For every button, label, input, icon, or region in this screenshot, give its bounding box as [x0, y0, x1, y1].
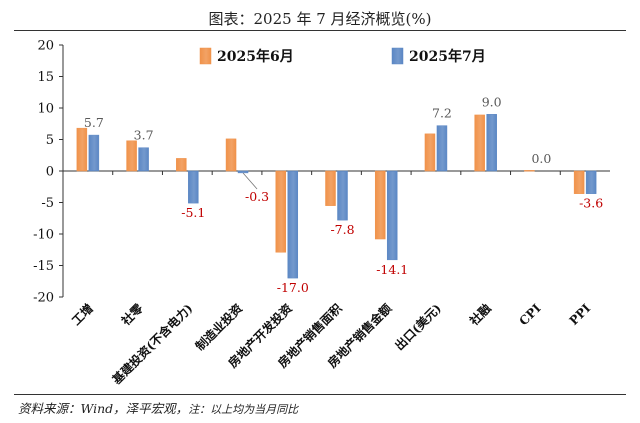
bar-jun — [424, 133, 436, 172]
value-label: 7.2 — [432, 106, 452, 121]
y-tick-label: -20 — [33, 291, 54, 306]
y-tick-label: -5 — [41, 196, 54, 211]
chart-title: 图表：2025 年 7 月经济概览(%) — [208, 10, 432, 28]
bar-jun — [176, 158, 187, 172]
value-label: -3.6 — [579, 196, 603, 211]
x-category-label: 社零 — [117, 300, 146, 329]
bar-jun — [126, 140, 137, 172]
value-label: -14.1 — [376, 262, 408, 277]
bar-jun — [225, 138, 237, 172]
source-note: 资料来源：Wind，泽平宏观，注：以上均为当月同比 — [18, 398, 298, 417]
value-label: -5.1 — [181, 205, 205, 220]
value-label: 9.0 — [482, 94, 502, 109]
y-tick-label: 5 — [46, 133, 54, 148]
bar-jul — [386, 170, 398, 261]
value-label: -7.8 — [330, 222, 354, 237]
chart-bars — [76, 114, 597, 279]
legend-swatch — [199, 47, 212, 65]
legend-label: 2025年6月 — [217, 48, 294, 65]
title-divider — [14, 30, 626, 31]
bar-jun — [573, 170, 585, 194]
bar-jul — [436, 125, 448, 172]
x-category-label: 出口(美元) — [391, 301, 444, 354]
y-tick-label: 20 — [37, 39, 54, 54]
bar-jul — [337, 170, 348, 221]
bar-jun — [474, 114, 485, 172]
bar-jul — [287, 170, 299, 279]
value-label: 5.7 — [84, 115, 104, 130]
value-label: -0.3 — [245, 189, 269, 204]
bar-jun — [374, 170, 386, 240]
value-label: 0.0 — [531, 151, 551, 166]
x-category-label: 社融 — [466, 301, 494, 329]
bar-jul — [237, 170, 249, 174]
bar-jul — [585, 170, 597, 194]
x-category-label: 工增 — [68, 301, 96, 329]
leader-line — [242, 172, 258, 190]
bar-jul — [188, 170, 199, 204]
chart-legend: 2025年6月 2025年7月 — [199, 47, 486, 65]
footnote-text: 注：以上均为当月同比 — [188, 403, 299, 416]
bar-jun — [524, 170, 535, 172]
y-tick-label: 10 — [37, 102, 54, 117]
y-tick-label: -15 — [33, 259, 54, 274]
bar-jul — [486, 114, 497, 172]
x-category-label: PPI — [567, 301, 594, 328]
bar-jun — [275, 170, 287, 253]
legend-swatch — [391, 47, 404, 65]
value-label: -17.0 — [277, 280, 309, 295]
source-text: 资料来源：Wind，泽平宏观， — [18, 401, 189, 416]
bar-jun — [325, 170, 336, 206]
y-tick-label: 15 — [37, 70, 54, 85]
value-label: 3.7 — [134, 128, 154, 143]
bar-jun — [76, 127, 88, 172]
bar-jul — [88, 134, 100, 172]
bar-jul — [138, 147, 149, 172]
legend-label: 2025年7月 — [409, 48, 486, 65]
x-category-label: 基建投资(不含电力) — [108, 301, 195, 388]
chart-value-labels: 5.7 3.7 -5.1 -0.3 -17.0 -7.8 -14.1 7.2 9.0 0.0 -3.… — [84, 94, 603, 295]
x-category-label: CPI — [517, 301, 544, 328]
y-tick-label: 0 — [46, 165, 54, 180]
x-category-label: 制造业投资 — [192, 301, 245, 354]
footer-divider — [14, 394, 626, 395]
y-tick-label: -10 — [33, 228, 54, 243]
